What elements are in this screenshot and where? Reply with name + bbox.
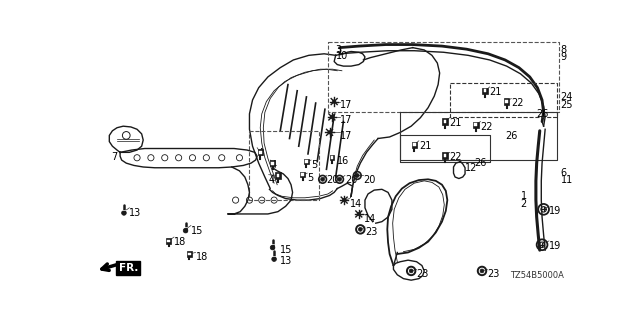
Text: 21: 21 [450,118,462,128]
Text: 21: 21 [490,87,502,97]
Polygon shape [301,173,304,176]
Circle shape [270,245,275,250]
Circle shape [357,212,360,216]
Polygon shape [168,240,170,242]
Text: 4: 4 [270,160,276,170]
Text: 22: 22 [511,99,524,108]
Polygon shape [442,118,448,124]
Polygon shape [270,160,275,166]
Polygon shape [166,238,171,244]
Text: 3: 3 [336,44,342,54]
Polygon shape [276,174,279,177]
Text: 17: 17 [340,131,352,141]
Text: 13: 13 [129,208,141,218]
Text: 26: 26 [505,131,518,141]
Circle shape [342,198,346,202]
Polygon shape [413,143,415,146]
Polygon shape [484,89,486,92]
Text: 21: 21 [419,141,431,151]
Text: 4: 4 [269,175,275,185]
Text: 17: 17 [340,116,352,125]
Polygon shape [412,141,417,148]
Circle shape [183,228,188,233]
Circle shape [330,115,333,119]
Text: 10: 10 [336,51,348,61]
Polygon shape [188,253,191,255]
Text: 16: 16 [337,156,349,166]
Text: 26: 26 [536,109,548,119]
Text: 17: 17 [340,100,352,110]
Circle shape [321,177,324,181]
Polygon shape [304,159,308,164]
Polygon shape [330,155,334,160]
Text: 12: 12 [465,163,477,173]
Text: 23: 23 [488,269,500,279]
Text: 20: 20 [364,175,376,186]
Text: 5: 5 [307,173,314,183]
Circle shape [332,100,336,103]
Text: 9: 9 [561,52,566,62]
Polygon shape [275,172,281,179]
Text: 7: 7 [111,152,117,162]
Polygon shape [474,123,477,126]
Circle shape [272,257,276,261]
Circle shape [338,177,342,181]
Text: TZ54B5000A: TZ54B5000A [509,271,564,280]
Circle shape [480,269,484,273]
Text: 6: 6 [561,168,566,178]
Text: 8: 8 [561,44,566,54]
Polygon shape [506,100,508,103]
Text: 15: 15 [280,245,292,255]
Circle shape [122,211,126,215]
Text: 23: 23 [365,227,378,237]
Text: 20: 20 [326,175,339,186]
Polygon shape [483,88,488,94]
Polygon shape [259,151,262,154]
Polygon shape [444,120,446,123]
Polygon shape [257,149,263,156]
Text: 4: 4 [257,148,263,158]
Text: 2: 2 [520,198,527,209]
Text: 15: 15 [191,226,204,236]
Polygon shape [300,172,305,177]
Text: 23: 23 [417,269,429,279]
Text: 22: 22 [450,152,462,162]
Text: 14: 14 [349,198,362,209]
Text: 19: 19 [549,241,561,251]
Circle shape [355,173,359,177]
Text: 14: 14 [364,214,376,224]
Polygon shape [504,99,509,105]
Polygon shape [187,251,192,257]
Circle shape [358,228,362,231]
Text: 5: 5 [311,160,317,170]
Text: 18: 18 [174,237,186,247]
Text: FR.: FR. [118,263,138,273]
Text: 19: 19 [549,206,561,216]
Circle shape [409,269,413,273]
Text: 22: 22 [481,122,493,132]
Polygon shape [473,122,479,128]
Text: 20: 20 [345,175,357,186]
Polygon shape [442,152,448,158]
Text: 1: 1 [520,191,527,201]
Polygon shape [444,154,446,157]
Circle shape [328,131,332,134]
Text: 11: 11 [561,175,573,186]
Text: 26: 26 [474,158,486,168]
Polygon shape [271,162,274,165]
Text: 18: 18 [196,252,208,262]
Polygon shape [331,156,333,159]
Text: 24: 24 [561,92,573,102]
Text: 13: 13 [280,256,292,266]
Polygon shape [305,160,308,163]
Text: 25: 25 [561,100,573,110]
